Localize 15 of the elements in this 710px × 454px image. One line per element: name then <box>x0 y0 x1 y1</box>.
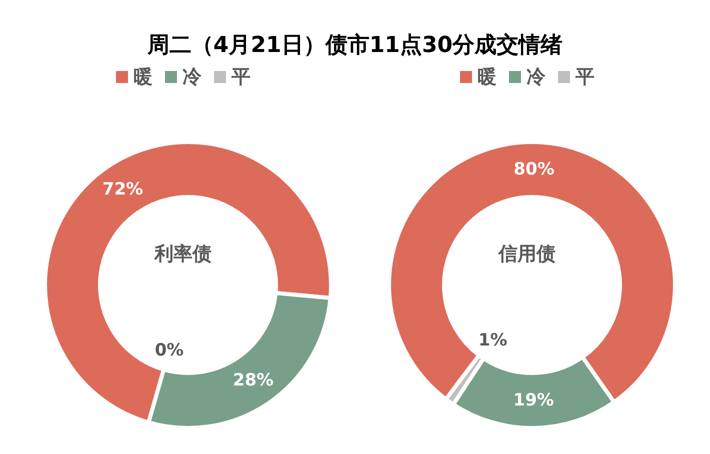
data-label: 28% <box>232 370 274 390</box>
text: 利率债 <box>154 243 212 265</box>
legend-label: 暖 <box>478 65 496 90</box>
legend-label: 平 <box>576 65 594 90</box>
legend-label: 冷 <box>526 65 546 90</box>
data-label: 72% <box>102 180 144 200</box>
data-label: 19% <box>513 390 554 410</box>
text: 信用债 <box>498 243 556 265</box>
legend-label: 暖 <box>134 65 152 90</box>
chart-title: 周二（4月21日）债市11点30分成交情绪 <box>146 32 564 60</box>
data-label: 1% <box>478 330 508 351</box>
legend-label: 冷 <box>182 65 202 90</box>
text: 0% <box>154 340 184 360</box>
legend-label: 平 <box>232 65 250 90</box>
data-label: 80% <box>514 160 554 180</box>
